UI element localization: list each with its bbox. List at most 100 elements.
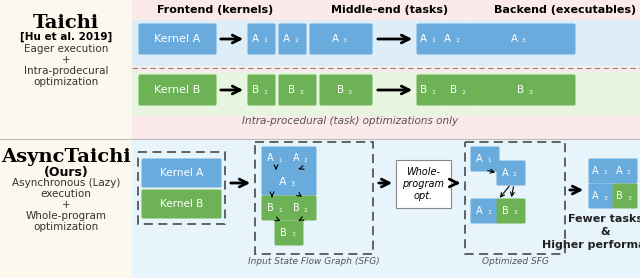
FancyBboxPatch shape	[248, 24, 275, 54]
Text: A: A	[332, 34, 339, 44]
Text: A: A	[280, 177, 287, 187]
Text: Kernel B: Kernel B	[160, 199, 203, 209]
FancyBboxPatch shape	[278, 24, 307, 54]
Text: Kernel A: Kernel A	[160, 168, 203, 178]
Text: Backend (executables): Backend (executables)	[494, 5, 636, 15]
Text: B: B	[293, 203, 300, 213]
FancyBboxPatch shape	[141, 190, 221, 219]
Text: Fewer tasks
&
Higher performance: Fewer tasks & Higher performance	[542, 214, 640, 250]
FancyBboxPatch shape	[589, 158, 614, 183]
Text: B: B	[252, 85, 259, 95]
Text: execution: execution	[40, 189, 92, 199]
FancyBboxPatch shape	[497, 160, 525, 185]
Text: B: B	[420, 85, 427, 95]
Bar	[0, 0, 132, 278]
Text: +: +	[61, 200, 70, 210]
FancyBboxPatch shape	[417, 24, 442, 54]
Text: A: A	[511, 34, 518, 44]
Text: optimization: optimization	[33, 77, 99, 87]
FancyBboxPatch shape	[612, 158, 637, 183]
Text: 2: 2	[304, 158, 308, 163]
FancyBboxPatch shape	[470, 198, 499, 224]
Text: 2: 2	[627, 170, 631, 175]
Text: Whole-
program
opt.: Whole- program opt.	[402, 167, 444, 201]
Text: Whole-program: Whole-program	[26, 211, 106, 221]
FancyBboxPatch shape	[287, 147, 317, 170]
Bar	[132, 139, 640, 278]
Text: B: B	[280, 228, 287, 238]
Text: A: A	[502, 168, 509, 178]
Text: 3: 3	[343, 38, 347, 43]
FancyBboxPatch shape	[497, 198, 525, 224]
Text: 1: 1	[264, 90, 268, 95]
Text: A: A	[268, 153, 274, 163]
Text: A: A	[444, 34, 451, 44]
FancyBboxPatch shape	[141, 158, 221, 187]
FancyBboxPatch shape	[262, 168, 317, 195]
Text: 3: 3	[627, 195, 631, 200]
Text: 3: 3	[291, 181, 295, 187]
FancyBboxPatch shape	[138, 75, 216, 105]
Text: B: B	[502, 206, 509, 216]
Text: 3: 3	[487, 210, 491, 215]
Text: Optimized SFG: Optimized SFG	[481, 257, 548, 266]
Text: A: A	[252, 34, 259, 44]
Text: Eager execution: Eager execution	[24, 44, 108, 54]
Text: optimization: optimization	[33, 222, 99, 232]
FancyBboxPatch shape	[287, 195, 317, 220]
Text: 2: 2	[294, 38, 298, 43]
Text: 1: 1	[487, 158, 491, 163]
FancyBboxPatch shape	[589, 183, 614, 208]
Text: B: B	[616, 191, 623, 201]
Text: Kernel B: Kernel B	[154, 85, 200, 95]
Bar	[132, 0, 640, 139]
Text: 1: 1	[431, 90, 435, 95]
FancyBboxPatch shape	[477, 75, 575, 105]
Text: 3: 3	[513, 210, 516, 215]
Bar	[132, 20, 640, 66]
FancyBboxPatch shape	[417, 75, 442, 105]
FancyBboxPatch shape	[470, 147, 499, 172]
FancyBboxPatch shape	[440, 24, 465, 54]
Text: [Hu et al. 2019]: [Hu et al. 2019]	[20, 32, 112, 42]
FancyBboxPatch shape	[248, 75, 275, 105]
Text: 3: 3	[348, 90, 352, 95]
Text: 1: 1	[603, 170, 607, 175]
Text: +: +	[61, 55, 70, 65]
Text: 3: 3	[291, 232, 295, 237]
Text: 2: 2	[461, 90, 465, 95]
Text: 1: 1	[264, 38, 268, 43]
FancyBboxPatch shape	[262, 195, 291, 220]
FancyBboxPatch shape	[465, 24, 575, 54]
Text: 2: 2	[304, 207, 308, 212]
Text: 1: 1	[278, 158, 282, 163]
Text: Kernel A: Kernel A	[154, 34, 200, 44]
Text: Intra-prodecural: Intra-prodecural	[24, 66, 108, 76]
Text: AsyncTaichi: AsyncTaichi	[1, 148, 131, 166]
Text: 3: 3	[522, 38, 526, 43]
Text: A: A	[420, 34, 427, 44]
Text: 3: 3	[603, 195, 607, 200]
Text: (Ours): (Ours)	[44, 166, 88, 179]
Text: Asynchronous (Lazy): Asynchronous (Lazy)	[12, 178, 120, 188]
FancyBboxPatch shape	[440, 75, 479, 105]
Text: Input State Flow Graph (SFG): Input State Flow Graph (SFG)	[248, 257, 380, 266]
FancyBboxPatch shape	[396, 160, 451, 208]
Text: 2: 2	[455, 38, 459, 43]
Text: Taichi: Taichi	[33, 14, 99, 32]
Text: A: A	[284, 34, 291, 44]
FancyBboxPatch shape	[262, 147, 291, 170]
Text: A: A	[593, 166, 599, 176]
Text: Intra-procedural (task) optimizations only: Intra-procedural (task) optimizations on…	[242, 116, 458, 126]
Text: A: A	[293, 153, 300, 163]
Text: Frontend (kernels): Frontend (kernels)	[157, 5, 273, 15]
Bar	[132, 72, 640, 116]
Text: B: B	[289, 85, 296, 95]
Text: A: A	[616, 166, 623, 176]
Text: B: B	[451, 85, 458, 95]
Text: B: B	[337, 85, 344, 95]
FancyBboxPatch shape	[138, 24, 216, 54]
Text: A: A	[476, 206, 483, 216]
FancyBboxPatch shape	[310, 24, 372, 54]
Text: 1: 1	[431, 38, 435, 43]
